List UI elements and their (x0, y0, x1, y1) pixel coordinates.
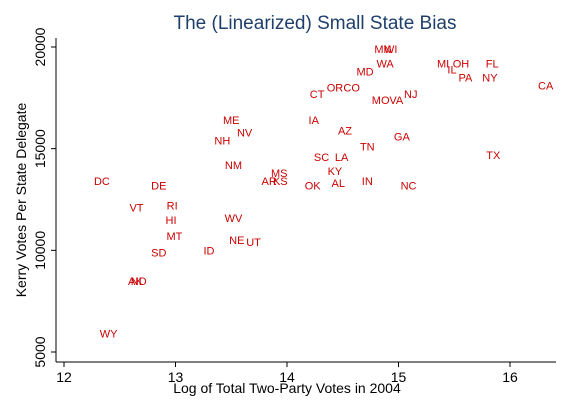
point-label-ca: CA (538, 81, 554, 93)
point-label-nm: NM (225, 160, 242, 172)
point-label-in: IN (362, 176, 373, 188)
point-label-ne: NE (229, 235, 244, 247)
point-label-pa: PA (458, 73, 473, 85)
point-label-or: OR (327, 83, 344, 95)
x-tick-label: 15 (391, 369, 407, 385)
point-label-nc: NC (401, 180, 417, 192)
point-label-wv: WV (225, 213, 243, 225)
x-tick-label: 12 (56, 369, 72, 385)
x-tick-label: 13 (168, 369, 184, 385)
x-tick-label: 14 (279, 369, 295, 385)
point-label-wi: WI (384, 44, 397, 56)
point-label-dc: DC (94, 176, 110, 188)
point-label-la: LA (335, 152, 349, 164)
point-label-nj: NJ (404, 89, 417, 101)
point-label-nd: ND (131, 276, 147, 288)
x-tick-label: 16 (502, 369, 518, 385)
point-label-vt: VT (129, 203, 143, 215)
y-tick-label: 5000 (32, 336, 48, 367)
point-label-ak: AK (128, 276, 143, 288)
point-label-il: IL (447, 64, 456, 76)
point-label-sd: SD (151, 247, 166, 259)
point-label-ia: IA (309, 115, 320, 127)
point-label-mi: MI (437, 58, 449, 70)
y-tick-label: 15000 (32, 129, 48, 168)
point-label-id: ID (203, 245, 214, 257)
y-tick-label: 20000 (32, 27, 48, 66)
point-label-ct: CT (310, 89, 325, 101)
point-label-md: MD (356, 66, 373, 78)
point-label-ny: NY (482, 73, 498, 85)
y-axis-title: Kerry Votes Per State Delegate (13, 103, 29, 298)
point-label-ut: UT (246, 237, 261, 249)
point-label-wy: WY (100, 329, 118, 341)
point-label-hi: HI (166, 215, 177, 227)
point-label-nh: NH (214, 136, 230, 148)
point-label-ri: RI (167, 201, 178, 213)
axes: 12 13 14 15 16 5000 10000 15000 20000 (32, 27, 556, 385)
point-label-co: CO (343, 83, 360, 95)
point-label-wa: WA (376, 58, 394, 70)
point-label-mt: MT (166, 231, 182, 243)
point-label-az: AZ (338, 125, 352, 137)
point-label-mo: MO (372, 95, 390, 107)
point-label-ok: OK (305, 180, 322, 192)
y-tick-label: 10000 (32, 231, 48, 270)
point-label-ar: AR (262, 176, 277, 188)
x-axis-title: Log of Total Two-Party Votes in 2004 (173, 380, 401, 396)
point-label-tx: TX (486, 150, 501, 162)
point-label-nv: NV (237, 127, 253, 139)
point-label-al: AL (332, 178, 345, 190)
point-label-sc: SC (314, 152, 329, 164)
chart-title: The (Linearized) Small State Bias (173, 13, 456, 34)
point-label-de: DE (151, 180, 166, 192)
point-label-mn: MN (374, 44, 391, 56)
point-label-fl: FL (486, 58, 499, 70)
point-label-va: VA (389, 95, 404, 107)
point-label-ms: MS (271, 168, 288, 180)
point-label-oh: OH (453, 58, 470, 70)
point-label-ky: KY (328, 166, 343, 178)
point-label-ks: KS (273, 176, 288, 188)
point-label-ga: GA (394, 131, 411, 143)
point-label-tn: TN (360, 142, 375, 154)
point-label-me: ME (223, 115, 240, 127)
